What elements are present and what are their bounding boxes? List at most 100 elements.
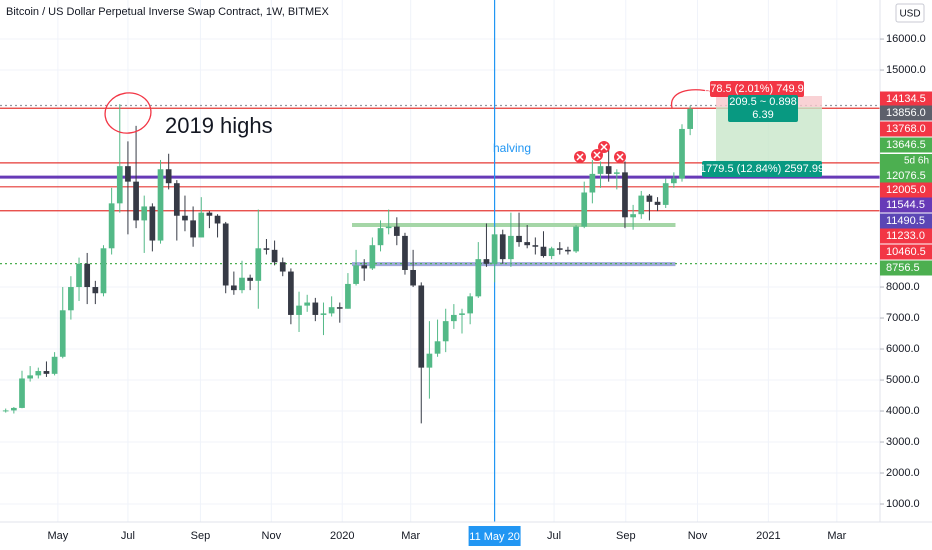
candle-body — [336, 307, 343, 309]
price-tag — [880, 260, 932, 276]
price-tag — [880, 244, 932, 260]
candle-body — [157, 169, 164, 241]
candle-body — [231, 285, 237, 291]
candle-body — [190, 220, 196, 238]
x-tick-label: Mar — [827, 530, 846, 542]
y-tick-label: 5000.0 — [886, 374, 920, 386]
x-tick-label: 2021 — [756, 530, 780, 542]
position-target: 278.5 (2.01%) 749.91 — [704, 83, 810, 95]
x-tick-label: Jul — [121, 530, 135, 542]
candle-body — [263, 248, 270, 250]
y-tick-label: 1000.0 — [886, 498, 920, 510]
annotation-highs: 2019 highs — [165, 113, 273, 138]
price-tag — [880, 137, 932, 153]
candle-body — [483, 259, 490, 264]
candle-body — [369, 245, 376, 269]
candle-body — [540, 246, 547, 257]
currency[interactable]: USD — [899, 9, 920, 20]
candle-body — [320, 313, 327, 315]
price-tag-label: 8756.5 — [886, 262, 920, 274]
candle-body — [182, 215, 188, 221]
candle-body — [434, 341, 441, 354]
candle-body — [679, 128, 685, 179]
candle-body — [565, 249, 571, 252]
candle-body — [532, 245, 539, 247]
price-tag — [880, 197, 932, 213]
candle-body — [43, 371, 50, 374]
price-tag-label: 13856.0 — [886, 107, 926, 119]
candle-body — [499, 234, 506, 260]
candle-body — [393, 226, 400, 236]
candle-body — [206, 212, 213, 216]
candle-body — [377, 228, 384, 246]
candle-body — [214, 215, 221, 224]
candle-body — [279, 262, 286, 272]
candle-body — [662, 183, 669, 205]
price-tag-label: 11544.5 — [886, 199, 925, 211]
price-tag-label: 10460.5 — [886, 246, 926, 258]
candle-body — [27, 375, 33, 379]
price-tag — [880, 105, 932, 121]
price-tag — [880, 154, 932, 184]
candle-body — [638, 195, 645, 215]
candle-body — [589, 173, 596, 193]
markers — [574, 141, 626, 163]
price-tag — [880, 213, 932, 229]
price-tag — [880, 91, 932, 107]
candle-body — [84, 263, 91, 288]
candle-body — [198, 212, 205, 238]
candle-body — [165, 169, 172, 184]
candle-body — [141, 206, 148, 221]
y-tick-label: 3000.0 — [886, 436, 920, 448]
candle-body — [516, 235, 522, 243]
candle-body — [597, 166, 604, 174]
candle-body — [35, 371, 42, 376]
currency-box[interactable] — [895, 3, 925, 23]
candle-body — [76, 263, 82, 288]
price-tag-label: 11490.5 — [886, 215, 925, 227]
position-ratio-value: 6.39 — [752, 109, 773, 121]
candle-body — [51, 356, 58, 374]
price-tag-label: 13768.0 — [886, 123, 926, 135]
countdown: 5d 6h — [904, 156, 929, 167]
candle-body — [222, 223, 229, 286]
candle-body — [622, 172, 628, 218]
candle-body — [133, 181, 139, 221]
y-tick-label: 2000.0 — [886, 467, 920, 479]
price-tag — [880, 182, 932, 198]
candle-body — [442, 321, 449, 342]
x-tick-label: 2020 — [330, 530, 354, 542]
candle-body — [581, 192, 588, 227]
candle-body — [508, 235, 514, 260]
candle-body — [59, 310, 66, 357]
candle-body — [613, 172, 620, 174]
candle-body — [671, 178, 677, 184]
x-tick-label: Sep — [191, 530, 211, 542]
candle-body — [605, 166, 612, 174]
halving-date-box — [468, 526, 521, 546]
candle-body — [2, 410, 9, 412]
candle-body — [475, 259, 482, 297]
candle-body — [548, 248, 555, 257]
candle-body — [68, 287, 74, 311]
candle-body — [108, 203, 115, 249]
position-ratio: 209.5 ~ 0.898 — [729, 96, 797, 108]
x-tick-label: Sep — [616, 530, 636, 542]
candle-body — [312, 302, 319, 315]
position-stop: 1779.5 (12.84%) 2597.99 — [700, 163, 824, 175]
candle-body — [459, 313, 465, 315]
price-tag-label: 11233.0 — [886, 230, 925, 242]
annotation-halving: halving — [493, 141, 531, 155]
y-tick-label: 16000.0 — [886, 33, 926, 45]
candle-body — [116, 166, 123, 204]
candle-body — [556, 248, 563, 250]
price-tag-label: 12005.0 — [886, 184, 926, 196]
candle-body — [353, 265, 359, 284]
candle-body — [125, 166, 131, 182]
candle-body — [345, 283, 351, 309]
candle-body — [573, 226, 579, 252]
x-tick-label: May — [47, 530, 68, 542]
candle-body — [687, 108, 693, 129]
candle-body — [255, 248, 262, 281]
